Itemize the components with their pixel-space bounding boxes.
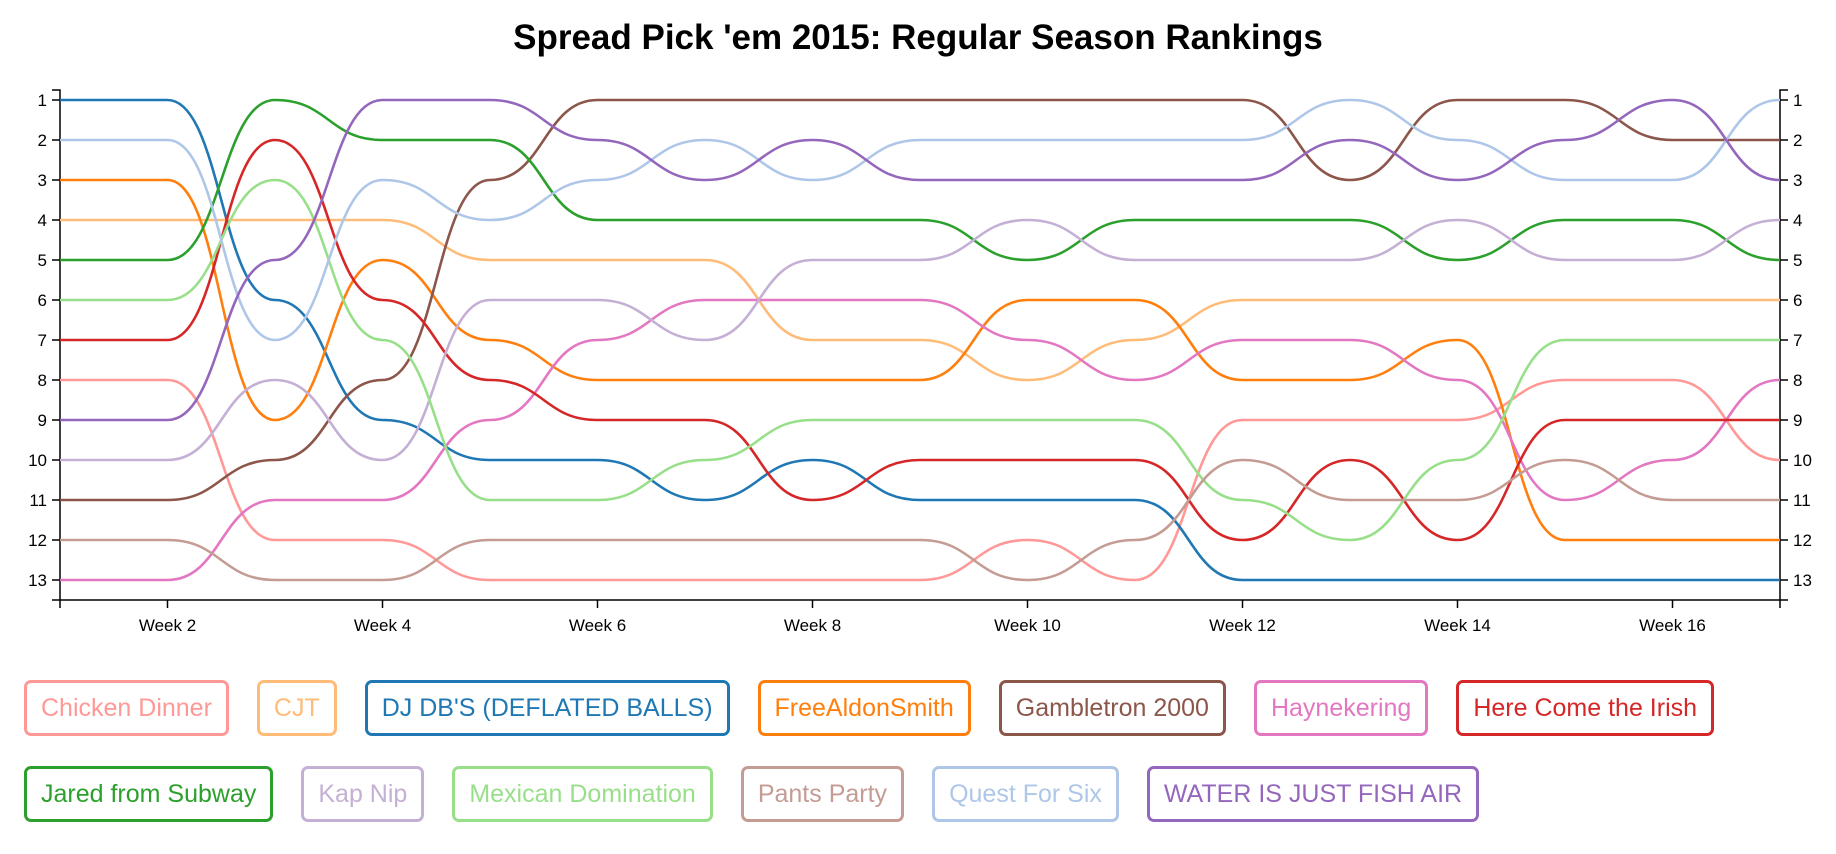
legend-label: Pants Party <box>757 779 888 808</box>
y-tick-label-left: 10 <box>28 451 47 470</box>
y-tick-label-right: 13 <box>1793 571 1812 590</box>
series-line-freealdonsmith <box>60 178 1780 542</box>
series-line-haynekering <box>60 298 1781 582</box>
series-lines <box>59 98 1781 582</box>
legend-label: FreeAldonSmith <box>774 693 954 722</box>
y-tick-label-right: 7 <box>1793 331 1802 350</box>
y-tick-label-right: 10 <box>1793 451 1812 470</box>
legend-item-jared-from-subway[interactable]: Jared from Subway <box>24 766 274 822</box>
series-line-dj-db-s-deflated-balls <box>60 98 1780 582</box>
x-tick-label: Week 2 <box>139 616 196 635</box>
legend-item-mexican-domination[interactable]: Mexican Domination <box>452 766 713 822</box>
y-tick-label-right: 1 <box>1793 91 1802 110</box>
legend-label: Mexican Domination <box>469 779 696 808</box>
y-tick-label-left: 1 <box>38 91 47 110</box>
series-line-chicken-dinner <box>59 378 1781 582</box>
legend-item-freealdonsmith[interactable]: FreeAldonSmith <box>757 680 971 736</box>
y-tick-label-right: 5 <box>1793 251 1802 270</box>
legend-item-here-come-the-irish[interactable]: Here Come the Irish <box>1456 680 1715 736</box>
series-line-pants-party <box>60 458 1780 582</box>
legend-label: DJ DB'S (DEFLATED BALLS) <box>381 693 713 722</box>
y-tick-label-left: 8 <box>38 371 47 390</box>
y-tick-label-right: 11 <box>1793 491 1811 510</box>
series-line-mexican-domination <box>59 178 1780 542</box>
legend: Chicken Dinner CJT DJ DB'S (DEFLATED BALLS… <box>24 680 1784 822</box>
legend-item-kap-nip[interactable]: Kap Nip <box>301 766 425 822</box>
legend-item-dj-db-s-deflated-balls[interactable]: DJ DB'S (DEFLATED BALLS) <box>364 680 730 736</box>
y-tick-label-left: 11 <box>29 491 47 510</box>
legend-label: Quest For Six <box>949 779 1102 808</box>
x-tick-label: Week 4 <box>354 616 411 635</box>
series-line-gambletron-2000 <box>59 98 1780 502</box>
y-tick-label-right: 8 <box>1793 371 1802 390</box>
y-tick-label-left: 12 <box>28 531 47 550</box>
legend-label: Jared from Subway <box>41 779 257 808</box>
x-tick-label: Week 6 <box>569 616 626 635</box>
legend-item-pants-party[interactable]: Pants Party <box>740 766 905 822</box>
series-line-kap-nip <box>59 218 1781 462</box>
legend-label: Gambletron 2000 <box>1015 693 1209 722</box>
legend-item-water-is-just-fish-air[interactable]: WATER IS JUST FISH AIR <box>1146 766 1480 822</box>
legend-label: CJT <box>273 693 320 722</box>
y-axis-right <box>1779 89 1788 601</box>
y-tick-label-left: 4 <box>38 211 47 230</box>
legend-label: Chicken Dinner <box>41 693 212 722</box>
y-tick-label-left: 3 <box>38 171 47 190</box>
y-tick-label-right: 4 <box>1793 211 1802 230</box>
x-tick-label: Week 10 <box>994 616 1061 635</box>
y-tick-label-right: 6 <box>1793 291 1802 310</box>
y-tick-label-right: 2 <box>1793 131 1802 150</box>
series-line-quest-for-six <box>60 98 1781 342</box>
legend-item-chicken-dinner[interactable]: Chicken Dinner <box>24 680 229 736</box>
x-tick-label: Week 14 <box>1424 616 1491 635</box>
rankings-chart: Spread Pick 'em 2015: Regular Season Ran… <box>28 18 1812 635</box>
y-tick-label-left: 9 <box>38 411 47 430</box>
y-axis-left <box>52 89 61 601</box>
y-tick-label-left: 7 <box>38 331 47 350</box>
y-tick-label-right: 9 <box>1793 411 1802 430</box>
y-tick-label-left: 13 <box>28 571 47 590</box>
series-line-jared-from-subway <box>60 98 1781 262</box>
series-line-water-is-just-fish-air <box>59 98 1781 422</box>
y-tick-label-left: 5 <box>38 251 47 270</box>
series-line-here-come-the-irish <box>60 138 1780 542</box>
legend-label: Kap Nip <box>318 779 408 808</box>
x-axis <box>59 599 1781 608</box>
chart-title: Spread Pick 'em 2015: Regular Season Ran… <box>513 18 1323 57</box>
x-tick-label: Week 16 <box>1639 616 1706 635</box>
x-tick-label: Week 12 <box>1209 616 1276 635</box>
x-tick-label: Week 8 <box>784 616 841 635</box>
legend-label: WATER IS JUST FISH AIR <box>1163 779 1463 808</box>
legend-item-haynekering[interactable]: Haynekering <box>1253 680 1429 736</box>
y-tick-label-right: 12 <box>1793 531 1812 550</box>
series-line-cjt <box>60 218 1780 382</box>
legend-item-gambletron-2000[interactable]: Gambletron 2000 <box>998 680 1226 736</box>
legend-label: Here Come the Irish <box>1473 693 1698 722</box>
y-tick-label-left: 2 <box>38 131 47 150</box>
y-tick-label-left: 6 <box>38 291 47 310</box>
legend-item-quest-for-six[interactable]: Quest For Six <box>932 766 1119 822</box>
legend-label: Haynekering <box>1270 693 1412 722</box>
legend-item-cjt[interactable]: CJT <box>256 680 337 736</box>
y-tick-label-right: 3 <box>1793 171 1802 190</box>
